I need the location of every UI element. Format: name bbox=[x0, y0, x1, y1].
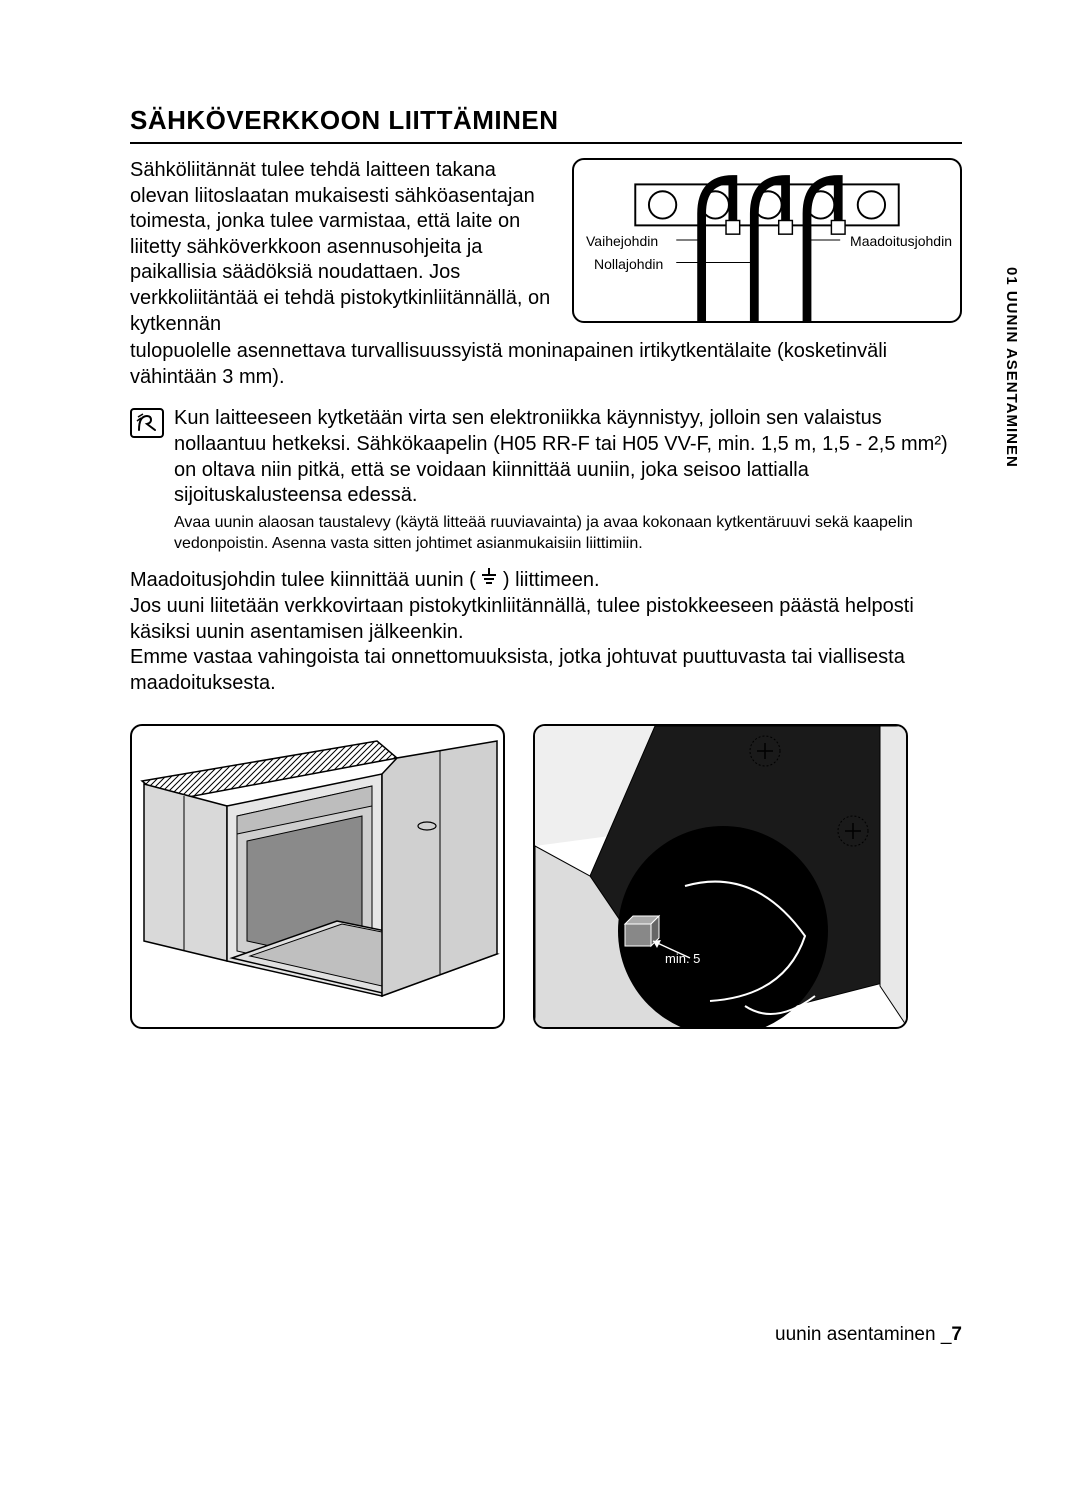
label-neutral: Nollajohdin bbox=[594, 256, 663, 272]
ground-icon bbox=[481, 568, 497, 594]
body-p1b: ) liittimeen. bbox=[503, 569, 600, 591]
intro-row: Sähköliitännät tulee tehdä laitteen taka… bbox=[130, 158, 962, 337]
page-content: SÄHKÖVERKKOON LIITTÄMINEN Sähköliitännät… bbox=[0, 0, 1080, 1029]
body-p3: Emme vastaa vahingoista tai onnettomuuks… bbox=[130, 645, 962, 696]
note-icon bbox=[130, 408, 164, 438]
side-tab: 01 UUNIN ASENTAMINEN bbox=[1003, 267, 1020, 468]
label-ground: Maadoitusjohdin bbox=[850, 233, 952, 249]
note-block: Kun laitteeseen kytketään virta sen elek… bbox=[130, 406, 962, 554]
figures-row: min. 5 bbox=[130, 724, 962, 1029]
footer-page: 7 bbox=[951, 1324, 962, 1345]
note-body: Kun laitteeseen kytketään virta sen elek… bbox=[174, 406, 962, 554]
intro-continuation: tulopuolelle asennettava turvallisuussyi… bbox=[130, 339, 962, 390]
body-p1a: Maadoitusjohdin tulee kiinnittää uunin ( bbox=[130, 569, 476, 591]
terminal-diagram: Vaihejohdin Nollajohdin Maadoitusjohdin bbox=[572, 158, 962, 323]
figure-closeup: min. 5 bbox=[533, 724, 908, 1029]
intro-text: Sähköliitännät tulee tehdä laitteen taka… bbox=[130, 158, 552, 337]
body-paragraphs: Maadoitusjohdin tulee kiinnittää uunin (… bbox=[130, 568, 962, 696]
note-small: Avaa uunin alaosan taustalevy (käytä lit… bbox=[174, 513, 962, 555]
note-main: Kun laitteeseen kytketään virta sen elek… bbox=[174, 406, 962, 508]
body-p2: Jos uuni liitetään verkkovirtaan pistoky… bbox=[130, 594, 962, 645]
footer-text: uunin asentaminen _ bbox=[775, 1324, 951, 1345]
figure-oven-cabinet bbox=[130, 724, 505, 1029]
section-title: SÄHKÖVERKKOON LIITTÄMINEN bbox=[130, 105, 962, 144]
label-phase: Vaihejohdin bbox=[586, 233, 658, 249]
footer: uunin asentaminen _7 bbox=[775, 1324, 962, 1346]
label-min5: min. 5 bbox=[665, 951, 700, 966]
